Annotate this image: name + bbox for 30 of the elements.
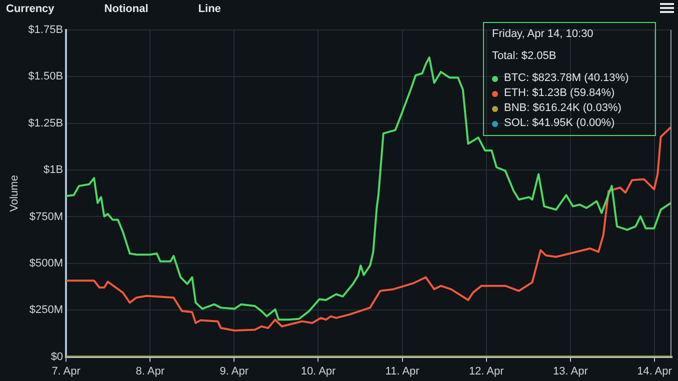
legend-label: BNB (504, 101, 527, 116)
annotation: : $823.78M (40.13%) (526, 71, 629, 86)
y-tick-label: $250M (29, 304, 64, 316)
y-tick-label: $0 (50, 350, 64, 363)
annotation: : $616.24K (0.03%) (526, 101, 622, 116)
x-tick-label: 12. Apr (468, 365, 504, 378)
annotation: : $1.23B (59.84%) (526, 86, 615, 101)
annotation: Friday, Apr 14, 10:30 (492, 27, 594, 42)
x-tick-label: 13. Apr (552, 365, 588, 378)
y-tick-label: $500M (29, 257, 64, 270)
y-tick-label: $1B (43, 164, 64, 176)
text: Line (198, 3, 221, 15)
text: Notional (104, 3, 148, 15)
x-tick-label: 7. Apr (52, 365, 81, 378)
x-tick-label: 9. Apr (220, 365, 249, 378)
annotation: Total: $2.05B (492, 49, 558, 64)
x-tick-label: 10. Apr (300, 365, 336, 378)
text: Currency (6, 3, 54, 15)
y-tick-label: $750M (29, 210, 64, 223)
legend-label: BTC (504, 71, 526, 86)
x-tick-label: 14. Apr (637, 365, 672, 378)
legend-label: SOL (504, 116, 526, 131)
y-axis-title: Volume (8, 175, 21, 212)
x-tick-label: 11. Apr (385, 365, 420, 378)
y-tick-label: $1.25B (28, 117, 64, 130)
annotation: : $41.95K (0.00%) (526, 116, 615, 131)
y-tick-label: $1.75B (28, 24, 64, 36)
legend-label: ETH (504, 86, 526, 101)
y-tick-label: $1.50B (28, 70, 64, 83)
x-tick-label: 8. Apr (136, 365, 165, 378)
